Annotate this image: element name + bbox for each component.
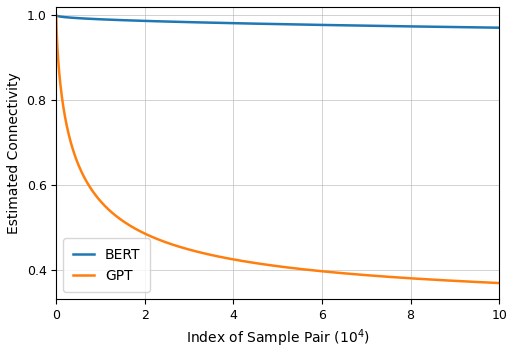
GPT [402,276,408,280]
GPT [257,262,263,266]
GPT [53,13,59,17]
Line: GPT: GPT [56,15,499,283]
BERT [483,25,489,30]
BERT [496,26,502,30]
BERT [76,16,82,20]
BERT [402,24,408,28]
BERT [483,25,489,30]
Y-axis label: Estimated Connectivity: Estimated Connectivity [7,72,21,234]
BERT [53,13,59,17]
GPT [76,164,82,168]
BERT [268,22,274,26]
GPT [483,280,489,284]
GPT [483,280,489,284]
Line: BERT: BERT [56,15,499,28]
GPT [496,281,502,285]
GPT [268,263,274,268]
BERT [257,22,263,26]
Legend: BERT, GPT: BERT, GPT [63,238,150,292]
X-axis label: Index of Sample Pair $(10^4)$: Index of Sample Pair $(10^4)$ [186,328,370,349]
